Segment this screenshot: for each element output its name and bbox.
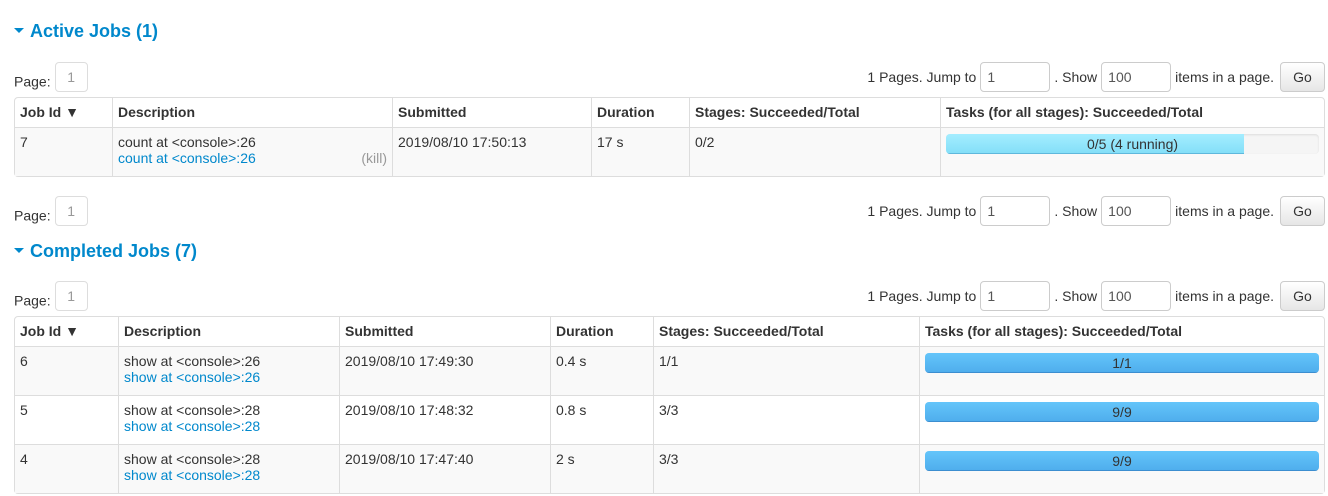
jump-to-input[interactable] <box>980 281 1051 311</box>
jump-to-input[interactable] <box>980 196 1051 226</box>
completed-jobs-title: Completed Jobs (7) <box>30 241 198 261</box>
stages-count: 0/2 <box>689 127 940 176</box>
items-text: items in a page. <box>1175 69 1274 85</box>
running-fill <box>946 134 1245 154</box>
completed-fill <box>925 402 1319 422</box>
jump-to-input[interactable] <box>980 62 1051 92</box>
header-description[interactable]: Description <box>118 317 339 346</box>
job-link[interactable]: count at <console>:26 <box>118 150 256 166</box>
tasks-label: 9/9 <box>1112 404 1132 420</box>
completed-jobs-table: Job Id ▼ Description Submitted Duration … <box>14 316 1325 494</box>
duration: 2 s <box>550 444 653 493</box>
caret-down-icon <box>14 247 24 253</box>
table-row: 6 show at <console>:26 show at <console>:… <box>15 346 1324 395</box>
submitted-time: 2019/08/10 17:47:40 <box>339 444 550 493</box>
page-button[interactable]: 1 <box>54 62 88 92</box>
job-id: 6 <box>15 346 118 395</box>
stages-count: 3/3 <box>653 395 919 444</box>
tasks-progress-bar: 9/9 <box>925 402 1319 422</box>
job-id: 5 <box>15 395 118 444</box>
pages-text: 1 Pages. Jump to <box>867 69 977 85</box>
active-jobs-toggle[interactable]: Active Jobs (1) <box>14 21 158 42</box>
go-button[interactable]: Go <box>1280 62 1325 92</box>
job-description: count at <console>:26 <box>118 134 256 150</box>
page-button[interactable]: 1 <box>54 196 88 226</box>
page-label: Page: <box>14 207 51 224</box>
job-description: show at <console>:28 <box>124 451 261 467</box>
header-stages[interactable]: Stages: Succeeded/Total <box>689 98 940 127</box>
submitted-time: 2019/08/10 17:50:13 <box>392 127 591 176</box>
go-button[interactable]: Go <box>1280 281 1325 311</box>
header-job-id[interactable]: Job Id ▼ <box>20 104 79 120</box>
duration: 17 s <box>591 127 689 176</box>
pages-text: 1 Pages. Jump to <box>867 288 977 304</box>
header-submitted[interactable]: Submitted <box>339 317 550 346</box>
header-submitted[interactable]: Submitted <box>392 98 591 127</box>
header-tasks[interactable]: Tasks (for all stages): Succeeded/Total <box>940 98 1324 127</box>
show-text: . Show <box>1054 288 1098 304</box>
show-text: . Show <box>1054 203 1098 219</box>
page-size-input[interactable] <box>1101 281 1172 311</box>
header-job-id[interactable]: Job Id ▼ <box>20 323 79 339</box>
header-duration[interactable]: Duration <box>550 317 653 346</box>
completed-pager-top: Page:1 1 Pages. Jump to . Show items in a … <box>14 281 1325 311</box>
caret-down-icon <box>14 27 24 33</box>
header-duration[interactable]: Duration <box>591 98 689 127</box>
tasks-progress-bar: 0/5 (4 running) <box>946 134 1319 154</box>
active-jobs-table: Job Id ▼ Description Submitted Duration … <box>14 97 1325 177</box>
tasks-label: 9/9 <box>1112 453 1132 469</box>
show-text: . Show <box>1054 69 1098 85</box>
job-id: 4 <box>15 444 118 493</box>
table-row: 7 count at <console>:26 count at <console… <box>15 127 1324 176</box>
job-link[interactable]: show at <console>:26 <box>124 369 261 385</box>
job-id: 7 <box>15 127 112 176</box>
page-size-input[interactable] <box>1101 62 1172 92</box>
stages-count: 3/3 <box>653 444 919 493</box>
table-row: 5 show at <console>:28 show at <console>:… <box>15 395 1324 444</box>
completed-fill <box>925 451 1319 471</box>
kill-button[interactable]: (kill) <box>361 150 387 166</box>
page-label: Page: <box>14 292 51 309</box>
tasks-progress-bar: 9/9 <box>925 451 1319 471</box>
tasks-label: 1/1 <box>1112 355 1132 371</box>
page-button[interactable]: 1 <box>54 281 88 311</box>
duration: 0.4 s <box>550 346 653 395</box>
completed-fill <box>925 353 1319 373</box>
pages-text: 1 Pages. Jump to <box>867 203 977 219</box>
header-stages[interactable]: Stages: Succeeded/Total <box>653 317 919 346</box>
table-row: 4 show at <console>:28 show at <console>:… <box>15 444 1324 493</box>
header-tasks[interactable]: Tasks (for all stages): Succeeded/Total <box>919 317 1324 346</box>
items-text: items in a page. <box>1175 288 1274 304</box>
duration: 0.8 s <box>550 395 653 444</box>
header-description[interactable]: Description <box>112 98 392 127</box>
submitted-time: 2019/08/10 17:48:32 <box>339 395 550 444</box>
tasks-label: 0/5 (4 running) <box>1086 136 1179 152</box>
active-pager-top: Page:1 1 Pages. Jump to . Show items in a … <box>14 62 1325 92</box>
active-jobs-title: Active Jobs (1) <box>30 21 159 41</box>
page-label: Page: <box>14 73 51 90</box>
completed-jobs-toggle[interactable]: Completed Jobs (7) <box>14 241 197 262</box>
tasks-progress-bar: 1/1 <box>925 353 1319 373</box>
active-pager-bottom: Page:1 1 Pages. Jump to . Show items in a … <box>14 196 1325 226</box>
stages-count: 1/1 <box>653 346 919 395</box>
job-description: show at <console>:28 <box>124 402 261 418</box>
go-button[interactable]: Go <box>1280 196 1325 226</box>
job-link[interactable]: show at <console>:28 <box>124 418 261 434</box>
job-link[interactable]: show at <console>:28 <box>124 467 261 483</box>
page-size-input[interactable] <box>1101 196 1172 226</box>
job-description: show at <console>:26 <box>124 353 261 369</box>
submitted-time: 2019/08/10 17:49:30 <box>339 346 550 395</box>
items-text: items in a page. <box>1175 203 1274 219</box>
